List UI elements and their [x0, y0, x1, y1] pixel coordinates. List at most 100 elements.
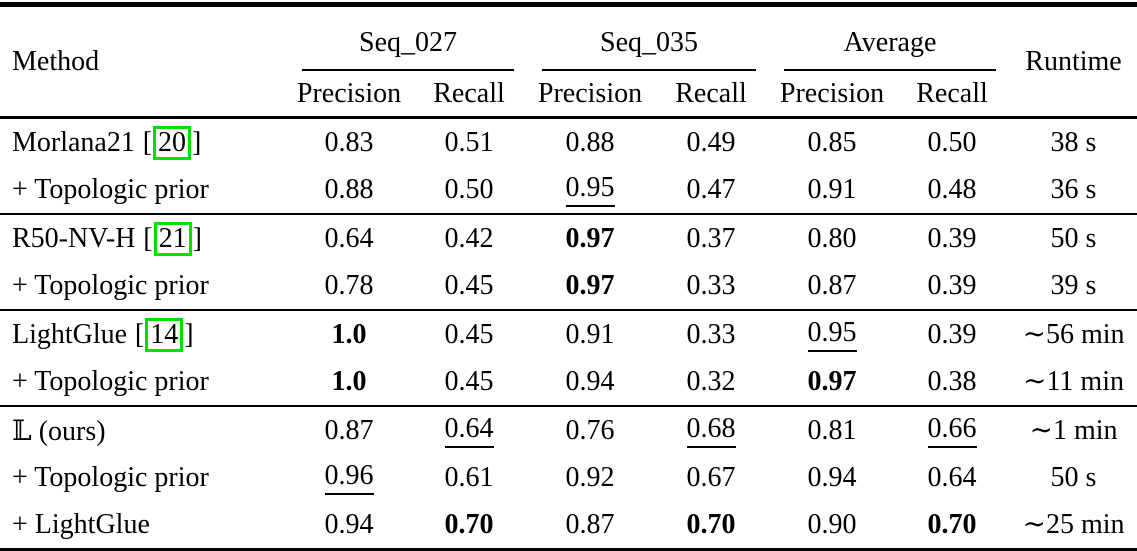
metric-value: 0.68: [686, 414, 736, 448]
precision-cell: 0.76: [528, 406, 652, 454]
precision-cell: 0.87: [770, 262, 894, 310]
metric-value: 0.50: [444, 173, 494, 205]
method-cell: + Topologic prior: [0, 166, 288, 214]
col-header-precision: Precision: [779, 77, 885, 109]
table-group: Morlana21[20] 0.83 0.51 0.88 0.49 0.85 0.50 38 …: [0, 117, 1137, 215]
recall-cell: 0.50: [894, 118, 1010, 167]
col-header-precision: Precision: [296, 77, 402, 109]
method-label: 𝕃 (ours): [12, 415, 106, 447]
recall-cell: 0.45: [410, 262, 528, 310]
metric-value: 0.39: [927, 222, 977, 254]
precision-cell: 1.0: [288, 310, 410, 358]
metric-value: 0.91: [565, 318, 615, 350]
precision-cell: 0.95: [770, 310, 894, 358]
group-label-seq-027: Seq_027: [359, 27, 457, 59]
recall-cell: 0.33: [652, 310, 770, 358]
citation-link[interactable]: 21: [153, 221, 192, 256]
metric-value: 0.49: [686, 126, 736, 158]
metric-value: 50 s: [1050, 222, 1097, 254]
metric-value: 0.97: [807, 365, 857, 397]
method-label: + Topologic prior: [12, 461, 209, 493]
metric-value: 0.85: [807, 126, 857, 158]
precision-cell: 0.88: [528, 118, 652, 167]
precision-cell: 0.97: [770, 358, 894, 406]
table-group: LightGlue[14] 1.0 0.45 0.91 0.33 0.95 0.39 ∼56 …: [0, 310, 1137, 406]
col-header-runtime: Runtime: [1025, 45, 1122, 77]
metric-value: 0.83: [324, 126, 374, 158]
recall-cell: 0.38: [894, 358, 1010, 406]
metric-value: 0.45: [444, 318, 494, 350]
table-group: R50-NV-H[21] 0.64 0.42 0.97 0.37 0.80 0.39 50 s…: [0, 214, 1137, 310]
metric-value: 0.38: [927, 365, 977, 397]
metric-value: 0.95: [807, 318, 857, 352]
metric-value: 1.0: [331, 318, 367, 350]
precision-cell: 0.85: [770, 118, 894, 167]
metric-value: 36 s: [1050, 173, 1097, 205]
runtime-cell: 50 s: [1010, 214, 1137, 262]
method-label: + Topologic prior: [12, 269, 209, 301]
recall-cell: 0.42: [410, 214, 528, 262]
runtime-cell: 38 s: [1010, 118, 1137, 167]
precision-cell: 0.78: [288, 262, 410, 310]
method-cell: + LightGlue: [0, 501, 288, 551]
table-header: Method Seq_027 Seq_035 Average: [0, 5, 1137, 118]
method-cell: LightGlue[14]: [0, 310, 288, 358]
recall-cell: 0.70: [410, 501, 528, 551]
metric-value: 0.87: [324, 414, 374, 446]
runtime-cell: ∼25 min: [1010, 501, 1137, 551]
precision-cell: 0.80: [770, 214, 894, 262]
metric-value: 0.61: [444, 461, 494, 493]
precision-cell: 0.97: [528, 214, 652, 262]
precision-cell: 0.88: [288, 166, 410, 214]
runtime-cell: ∼1 min: [1010, 406, 1137, 454]
recall-cell: 0.64: [410, 406, 528, 454]
precision-cell: 0.64: [288, 214, 410, 262]
col-header-precision: Precision: [537, 77, 643, 109]
metric-value: 0.48: [927, 173, 977, 205]
metric-value: 0.76: [565, 414, 615, 446]
table-row: + Topologic prior 0.88 0.50 0.95 0.47 0.91 0.4…: [0, 166, 1137, 214]
recall-cell: 0.39: [894, 214, 1010, 262]
citation-link[interactable]: 14: [145, 317, 184, 352]
method-label: + Topologic prior: [12, 173, 209, 205]
table-row: + Topologic prior 0.96 0.61 0.92 0.67 0.94 0.6…: [0, 454, 1137, 501]
metric-value: 1.0: [331, 365, 367, 397]
metric-value: ∼1 min: [1029, 414, 1118, 446]
col-header-recall: Recall: [433, 77, 505, 109]
method-label: R50-NV-H: [12, 222, 136, 254]
precision-cell: 0.87: [288, 406, 410, 454]
method-label: + Topologic prior: [12, 365, 209, 397]
metric-value: 0.42: [444, 222, 494, 254]
precision-cell: 0.90: [770, 501, 894, 551]
group-underline: [784, 69, 996, 71]
metric-value: 0.67: [686, 461, 736, 493]
citation-close-bracket: ]: [192, 126, 202, 158]
citation-close-bracket: ]: [192, 222, 202, 254]
recall-cell: 0.51: [410, 118, 528, 167]
metric-value: 0.51: [444, 126, 494, 158]
metric-value: 0.81: [807, 414, 857, 446]
metric-value: 0.70: [444, 508, 494, 540]
recall-cell: 0.49: [652, 118, 770, 167]
col-header-recall: Recall: [916, 77, 988, 109]
metric-value: 0.92: [565, 461, 615, 493]
metric-value: 0.45: [444, 269, 494, 301]
metric-value: 0.37: [686, 222, 736, 254]
runtime-cell: ∼56 min: [1010, 310, 1137, 358]
metric-value: 0.88: [565, 126, 615, 158]
metric-value: 0.87: [565, 508, 615, 540]
citation-link[interactable]: 20: [153, 125, 192, 160]
metric-value: 0.50: [927, 126, 977, 158]
precision-cell: 0.94: [770, 454, 894, 501]
recall-cell: 0.61: [410, 454, 528, 501]
metric-value: 0.94: [324, 508, 374, 540]
method-label: LightGlue: [12, 318, 128, 350]
precision-cell: 1.0: [288, 358, 410, 406]
metric-value: 0.64: [324, 222, 374, 254]
recall-cell: 0.68: [652, 406, 770, 454]
metric-value: 0.33: [686, 269, 736, 301]
method-cell: 𝕃 (ours): [0, 406, 288, 454]
group-underline: [302, 69, 514, 71]
method-cell: + Topologic prior: [0, 262, 288, 310]
